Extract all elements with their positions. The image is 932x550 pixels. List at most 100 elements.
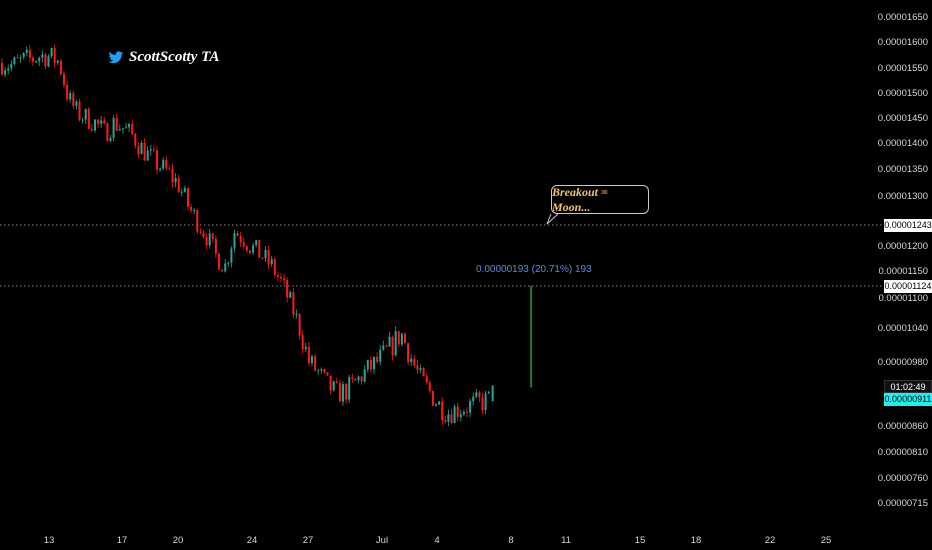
candle-body [112, 117, 115, 138]
measure-bar [530, 286, 533, 388]
candle-body [87, 109, 90, 129]
candle-body [97, 119, 100, 124]
candle-body [156, 150, 158, 170]
y-tick-label: 0.00000715 [878, 498, 928, 509]
time-axis[interactable]: 13 17 20 24 27 Jul 4 8 11 15 18 22 25 [44, 535, 832, 546]
candle-body [317, 370, 320, 372]
upper-line-price-label: 0.00001243 [884, 219, 932, 232]
candle-body [314, 356, 317, 371]
candle-body [152, 149, 155, 151]
brand-name: ScottScotty TA [129, 49, 220, 65]
candle-body [47, 56, 50, 67]
x-tick-label: 4 [434, 535, 439, 546]
candle-body [90, 128, 93, 131]
candle-body [444, 420, 447, 422]
candle-body [491, 385, 494, 402]
y-tick-label: 0.00001500 [878, 88, 928, 99]
candle-body [345, 384, 348, 400]
x-tick-label: Jul [376, 535, 388, 546]
y-tick-label: 0.00001600 [878, 37, 928, 48]
candle-body [311, 356, 313, 364]
candle-body [100, 120, 103, 124]
candle-body [307, 346, 310, 364]
bubble-tail [546, 213, 559, 225]
candle-body [187, 188, 189, 207]
candle-body [419, 367, 422, 370]
candle-body [404, 333, 406, 344]
candle-body [366, 359, 369, 370]
candle-body [131, 123, 134, 134]
candle-body [462, 411, 465, 415]
y-tick-label: 0.00000980 [878, 357, 928, 368]
candle-body [466, 411, 468, 413]
y-tick-label: 0.00000860 [878, 421, 928, 432]
candle-body [338, 382, 341, 402]
candle-body [400, 333, 403, 345]
candle-body [134, 133, 137, 146]
candle-body [224, 263, 227, 272]
candle-body [249, 250, 251, 253]
measure-range-bar[interactable] [530, 286, 533, 388]
candle-body [252, 245, 255, 253]
x-tick-label: 20 [173, 535, 184, 546]
candle-body [357, 376, 360, 381]
candle-body [69, 93, 72, 100]
candle-body [72, 93, 75, 106]
candle-body [450, 414, 453, 424]
candle-body [180, 191, 183, 193]
candle-body [125, 127, 127, 129]
candle-body [459, 414, 462, 418]
candle-body [221, 269, 224, 272]
candle-body [363, 369, 366, 382]
candle-body [199, 231, 202, 233]
candle-body [103, 120, 106, 124]
candle-body [385, 345, 388, 347]
x-tick-label: 17 [117, 535, 128, 546]
x-tick-label: 8 [508, 535, 513, 546]
y-tick-label: 0.00001350 [878, 164, 928, 175]
candle-body [351, 377, 354, 379]
candle-body [264, 249, 267, 259]
annotation-text: Breakout = Moon... [552, 184, 608, 214]
candle-body [413, 358, 416, 366]
candle-body [165, 159, 168, 169]
candle-body [75, 101, 78, 106]
measurement-label: 0.00000193 (20.71%) 193 [476, 264, 592, 275]
y-tick-label: 0.00000760 [878, 473, 928, 484]
y-tick-label: 0.00001200 [878, 241, 928, 252]
candle-body [273, 259, 276, 275]
y-tick-label: 0.00001040 [878, 323, 928, 334]
x-tick-label: 27 [303, 535, 314, 546]
candle-body [478, 392, 481, 398]
candle-body [298, 314, 301, 336]
candle-body [84, 109, 87, 120]
candle-body [441, 401, 444, 421]
candle-body [292, 292, 295, 315]
candle-body [407, 343, 410, 363]
candle-body [304, 346, 307, 350]
candle-body [348, 377, 351, 400]
candle-body [270, 259, 273, 265]
candle-body [10, 63, 13, 69]
candle-body [7, 68, 10, 71]
candle-body [422, 367, 425, 377]
candle-body [258, 240, 261, 258]
candle-body [94, 119, 96, 131]
candle-body [78, 101, 81, 120]
candle-body [59, 60, 62, 74]
candle-body [283, 278, 286, 281]
candle-body [335, 381, 338, 383]
candle-body [332, 381, 335, 391]
x-tick-label: 15 [635, 535, 646, 546]
x-tick-label: 22 [765, 535, 776, 546]
candle-body [121, 128, 124, 130]
y-tick-label: 0.00001300 [878, 191, 928, 202]
candle-body [416, 365, 419, 370]
candle-body [38, 57, 41, 62]
annotation-callout[interactable]: Breakout = Moon... [551, 185, 649, 214]
price-axis[interactable]: 0.00001650 0.00001600 0.00001550 0.00001500… [878, 12, 928, 509]
lower-line-price-label: 0.00001124 [884, 280, 932, 293]
candle-body [218, 253, 220, 270]
candle-body [44, 54, 47, 67]
